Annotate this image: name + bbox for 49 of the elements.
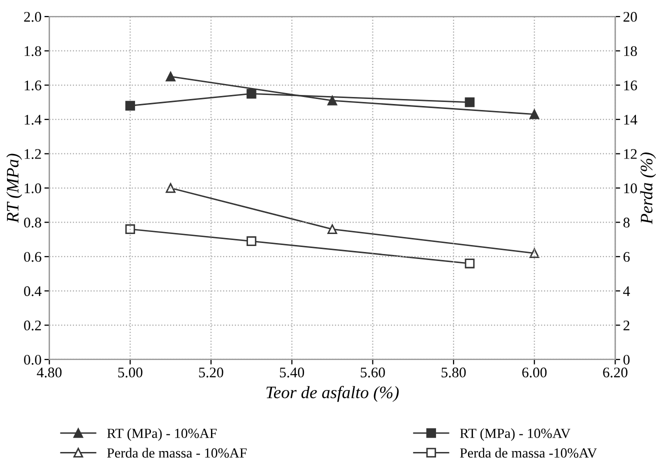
point [464, 97, 475, 108]
y2-tick-label: 16 [624, 80, 638, 90]
x-tick-label: 4.80 [36, 368, 62, 378]
y-tick-label: 1.4 [24, 114, 42, 125]
point [166, 72, 176, 82]
y2-axis-title: Perda (%) [640, 152, 656, 224]
y-tick-label: 1.0 [24, 183, 42, 194]
y2-tick-label: 10 [624, 183, 637, 194]
point [246, 236, 256, 246]
x-tick-label: 5.00 [118, 368, 142, 378]
legend-label: Perda de massa -10%AV [460, 448, 597, 458]
y2-tick-label: 2 [624, 320, 630, 330]
point [327, 224, 338, 234]
x-tick-label: 6.00 [522, 368, 547, 378]
legend-label: Perda de massa - 10%AF [107, 448, 247, 458]
x-tick-label: 6.20 [603, 368, 628, 378]
y2-tick-label: 20 [624, 12, 637, 22]
y2-tick-label: 4 [623, 286, 630, 296]
y-tick-label: 1.2 [24, 149, 41, 159]
x-tick-label: 5.40 [280, 368, 304, 378]
point [464, 258, 475, 268]
point [530, 109, 540, 120]
y-axis-title: RT (MPa) [6, 154, 22, 223]
point [530, 248, 540, 258]
y-tick-label: 0.2 [24, 320, 41, 330]
y2-tick-label: 0 [623, 354, 630, 365]
y-tick-label: 0.6 [24, 252, 42, 262]
x-tick-label: 5.80 [442, 368, 466, 378]
x-tick-label: 5.20 [199, 368, 224, 378]
y-tick-label: 2.0 [24, 12, 42, 22]
point [125, 224, 136, 234]
y-tick-label: 0.8 [24, 218, 42, 228]
y-tick-label: 0.4 [24, 286, 42, 296]
legend-label: RT (MPa) - 10%AV [460, 428, 570, 441]
y-tick-label: 1.6 [24, 80, 42, 90]
point [327, 96, 338, 106]
x-axis-title: Teor de asfalto (%) [266, 386, 399, 402]
y-tick-label: 0.0 [24, 354, 42, 365]
y-tick-label: 1.8 [24, 46, 42, 56]
point [246, 88, 256, 99]
legend-label: RT (MPa) - 10%AF [107, 428, 217, 441]
point [125, 100, 136, 111]
y2-tick-label: 18 [624, 46, 637, 56]
y2-tick-label: 8 [623, 218, 630, 228]
y2-tick-label: 6 [623, 252, 630, 262]
point [166, 183, 176, 193]
x-tick-label: 5.60 [360, 368, 385, 378]
y2-tick-label: 12 [624, 149, 637, 159]
y2-tick-label: 14 [624, 114, 638, 124]
